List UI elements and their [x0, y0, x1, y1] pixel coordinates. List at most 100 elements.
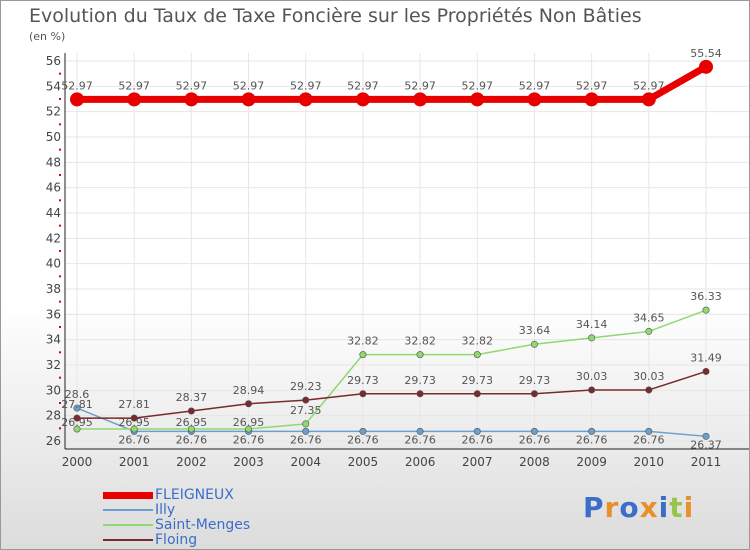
x-tick-label: 2006: [405, 455, 436, 469]
data-point: [359, 427, 367, 435]
data-label: 33.64: [519, 324, 551, 337]
y-minor-tick: [59, 402, 61, 404]
data-label: 26.95: [118, 416, 150, 429]
x-tick-label: 2010: [634, 455, 665, 469]
data-label: 26.76: [290, 433, 322, 446]
data-label: 52.97: [176, 79, 208, 92]
data-label: 32.82: [347, 335, 379, 348]
data-label: 52.97: [404, 79, 436, 92]
data-label: 52.97: [462, 79, 494, 92]
data-point: [641, 92, 656, 107]
x-tick-label: 2005: [348, 455, 379, 469]
data-point: [298, 92, 313, 107]
data-label: 52.97: [233, 79, 265, 92]
data-point: [302, 396, 310, 404]
data-point: [130, 414, 138, 422]
data-point: [416, 351, 424, 359]
data-point: [699, 59, 713, 74]
data-point: [473, 351, 481, 359]
data-point: [702, 367, 710, 375]
data-point: [702, 432, 710, 440]
x-tick-label: 2011: [691, 455, 722, 469]
data-label: 29.73: [404, 374, 436, 387]
data-point: [359, 390, 367, 398]
data-point: [187, 407, 195, 415]
data-point: [241, 92, 256, 107]
data-point: [70, 92, 84, 107]
y-minor-tick: [59, 72, 61, 75]
x-tick-label: 2007: [462, 455, 493, 469]
y-tick-label: 46: [46, 181, 61, 195]
data-label: 28.94: [233, 384, 265, 397]
data-point: [645, 386, 653, 394]
legend-label: FLEIGNEUX: [155, 487, 234, 503]
legend-swatch: [103, 491, 153, 499]
x-tick-label: 2009: [576, 455, 607, 469]
x-tick-label: 2000: [62, 455, 93, 469]
legend-swatch: [103, 509, 153, 511]
y-tick-label: 48: [46, 155, 61, 169]
x-tick-label: 2001: [119, 455, 150, 469]
data-label: 27.35: [290, 404, 322, 417]
series-line-floing: [77, 370, 707, 419]
y-tick-label: 28: [46, 409, 61, 423]
data-point: [530, 427, 538, 435]
data-point: [416, 427, 424, 435]
data-label: 29.23: [290, 380, 322, 393]
data-point: [588, 334, 596, 342]
data-label: 26.76: [176, 433, 208, 446]
y-tick-label: 26: [46, 434, 61, 448]
y-tick-label: 36: [46, 307, 61, 321]
data-label: 30.03: [576, 370, 608, 383]
data-label: 36.33: [690, 290, 722, 303]
data-point: [127, 92, 142, 107]
y-minor-tick: [59, 376, 61, 379]
data-label: 26.76: [347, 433, 379, 446]
data-label: 26.76: [404, 433, 436, 446]
y-tick-label: 32: [46, 358, 61, 372]
legend-label: Floing: [155, 532, 198, 548]
data-label: 31.49: [690, 351, 722, 364]
data-label: 28.37: [176, 391, 208, 404]
x-tick-label: 2008: [519, 455, 550, 469]
data-label: 26.37: [690, 438, 722, 451]
y-minor-tick: [59, 199, 61, 202]
y-minor-tick: [59, 123, 61, 126]
data-point: [470, 92, 485, 107]
data-label: 26.95: [61, 416, 93, 429]
data-label: 34.14: [576, 318, 608, 331]
data-label: 55.54: [690, 47, 722, 60]
data-point: [245, 425, 253, 433]
data-point: [527, 92, 542, 107]
legend-label: Illy: [155, 502, 176, 518]
data-label: 52.97: [633, 79, 665, 92]
data-point: [588, 427, 596, 435]
x-tick-label: 2004: [290, 455, 321, 469]
y-tick-label: 34: [46, 333, 61, 347]
data-point: [187, 425, 195, 433]
data-point: [73, 404, 81, 412]
data-label: 27.81: [118, 398, 150, 411]
y-tick-label: 54: [46, 79, 61, 93]
y-minor-tick: [59, 326, 61, 328]
data-label: 29.73: [519, 374, 551, 387]
series-line-saint-menges: [77, 309, 707, 430]
data-label: 26.76: [519, 433, 551, 446]
data-label: 26.76: [633, 433, 665, 446]
x-tick-label: 2002: [176, 455, 207, 469]
x-tick-label: 2003: [233, 455, 264, 469]
y-tick-label: 42: [46, 231, 61, 245]
data-label: 26.76: [576, 433, 608, 446]
legend-label: Saint-Menges: [155, 517, 251, 533]
data-point: [645, 327, 653, 335]
y-tick-label: 52: [46, 105, 61, 119]
data-point: [73, 425, 81, 433]
data-point: [588, 386, 596, 394]
data-label: 32.82: [462, 335, 494, 348]
y-tick-label: 56: [46, 54, 61, 68]
data-label: 26.76: [118, 433, 150, 446]
y-minor-tick: [59, 351, 61, 354]
data-label: 52.97: [347, 79, 379, 92]
